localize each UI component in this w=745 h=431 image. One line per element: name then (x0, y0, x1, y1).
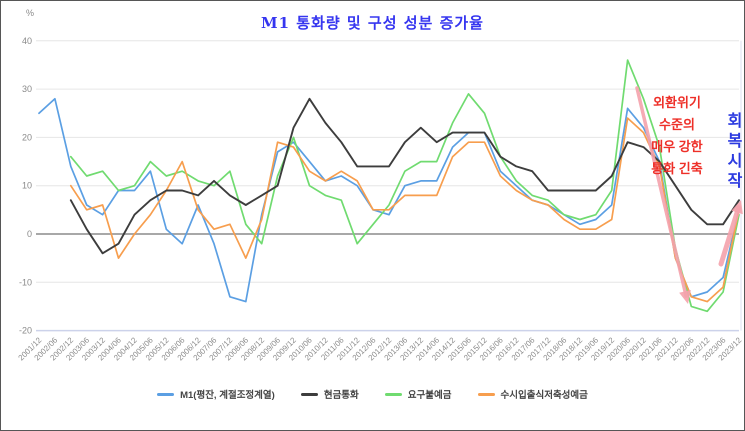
legend-swatch-demand-deposits (384, 392, 402, 396)
tightening-annotation-line: 수준의 (659, 117, 695, 132)
legend-item-savings-deposits: 수시입출식저축성예금 (477, 387, 588, 401)
recovery-annotation: 회복시작 (724, 112, 741, 192)
svg-text:-20: -20 (19, 326, 32, 336)
legend-item-cash-currency: 현금통화 (300, 387, 359, 401)
svg-text:40: 40 (22, 36, 32, 46)
chart-title: M1 통화량 및 구성 성분 증가율 (261, 14, 484, 32)
y-axis-unit-label: % (26, 8, 35, 18)
tightening-annotation-line: 매우 강한 (651, 139, 703, 154)
svg-text:30: 30 (22, 84, 32, 94)
legend-swatch-m1 (157, 392, 175, 396)
legend-label-savings-deposits: 수시입출식저축성예금 (500, 390, 588, 401)
legend-label-m1: M1(평잔, 계절조정계열) (180, 390, 275, 401)
legend-swatch-savings-deposits (477, 392, 495, 396)
svg-text:10: 10 (22, 181, 32, 191)
tightening-annotation-line: 통화 긴축 (651, 161, 703, 176)
legend-swatch-cash-currency (300, 392, 318, 396)
svg-text:-10: -10 (19, 277, 32, 287)
tightening-annotation-line: 외환위기 (653, 95, 701, 110)
legend-label-demand-deposits: 요구불예금 (407, 390, 452, 401)
legend-item-m1: M1(평잔, 계절조정계열) (157, 387, 275, 401)
legend-label-cash-currency: 현금통화 (323, 390, 359, 401)
legend-item-demand-deposits: 요구불예금 (384, 387, 452, 401)
svg-text:20: 20 (22, 132, 32, 142)
chart-legend: M1(평잔, 계절조정계열) 현금통화 요구불예금 수시입출식저축성예금 (1, 385, 744, 403)
svg-text:0: 0 (27, 229, 32, 239)
tightening-annotation: 외환위기 수준의 매우 강한 통화 긴축 (627, 92, 727, 180)
